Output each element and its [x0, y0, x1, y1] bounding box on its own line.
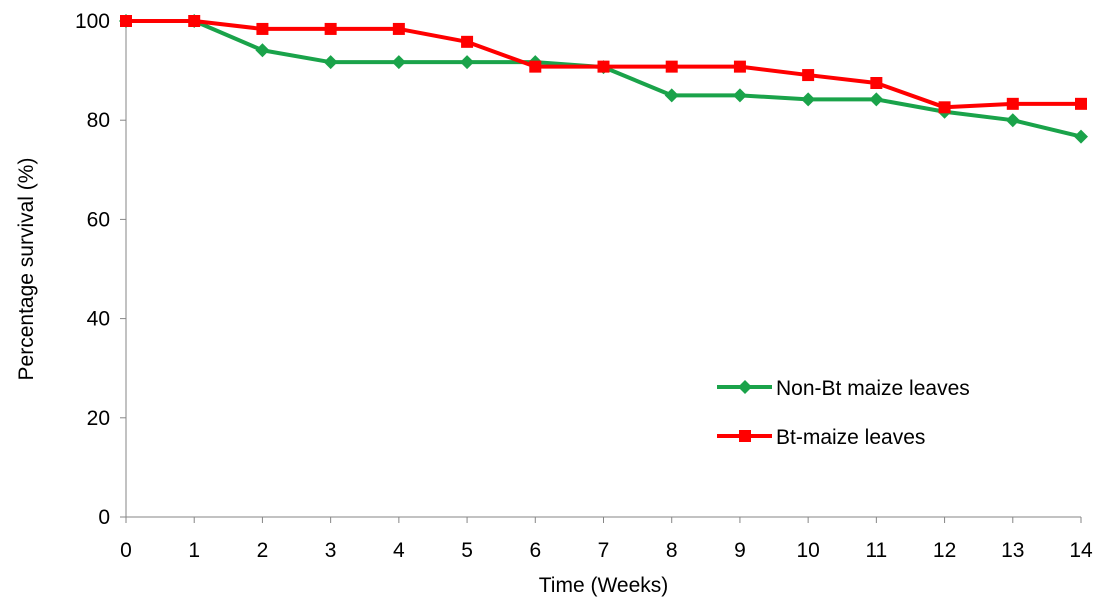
data-point-bt-5 — [461, 35, 474, 48]
x-tick-label-9: 9 — [734, 539, 746, 562]
data-point-bt-10 — [802, 69, 815, 82]
data-point-non-bt-5 — [460, 55, 475, 70]
legend-item-non-bt: Non-Bt maize leaves — [717, 377, 970, 400]
data-point-bt-1 — [188, 15, 201, 27]
legend-marker-bt-square — [739, 430, 751, 442]
data-point-bt-11 — [870, 77, 883, 89]
data-point-bt-4 — [392, 22, 405, 35]
x-tick-label-13: 13 — [1001, 539, 1024, 562]
y-tick-label-20: 20 — [87, 407, 110, 430]
x-axis-title: Time (Weeks) — [539, 574, 669, 597]
data-point-non-bt-3 — [323, 55, 338, 70]
x-tick-label-0: 0 — [120, 539, 132, 562]
data-point-bt-8 — [665, 60, 678, 73]
y-tick-label-60: 60 — [87, 208, 110, 231]
data-point-bt-14 — [1075, 97, 1087, 110]
y-tick-label-100: 100 — [75, 10, 110, 33]
data-point-bt-3 — [324, 22, 337, 35]
x-tick-label-7: 7 — [598, 539, 610, 562]
data-point-non-bt-9 — [732, 88, 747, 103]
legend: Non-Bt maize leaves Bt-maize leaves — [717, 377, 970, 449]
data-point-non-bt-13 — [1005, 113, 1020, 128]
y-tick-label-80: 80 — [87, 109, 110, 132]
y-tick-label-0: 0 — [98, 506, 110, 529]
data-point-bt-12 — [938, 101, 951, 114]
y-tick-label-40: 40 — [87, 308, 110, 331]
x-tick-label-4: 4 — [393, 539, 405, 562]
data-point-bt-7 — [597, 60, 610, 73]
data-point-non-bt-14 — [1074, 129, 1088, 144]
x-axis-ticks: 0 1 2 3 4 5 6 7 8 9 10 11 12 13 14 — [120, 517, 1093, 562]
x-tick-label-1: 1 — [188, 539, 200, 562]
legend-label-bt: Bt-maize leaves — [776, 426, 925, 449]
x-tick-label-14: 14 — [1069, 539, 1093, 562]
data-point-non-bt-10 — [801, 92, 816, 107]
data-point-bt-6 — [529, 60, 542, 73]
series-line-non-bt — [126, 19, 1082, 139]
legend-label-non-bt: Non-Bt maize leaves — [776, 377, 970, 400]
data-point-non-bt-8 — [664, 88, 679, 103]
data-point-bt-2 — [256, 22, 269, 35]
legend-item-bt: Bt-maize leaves — [717, 426, 925, 449]
x-tick-label-5: 5 — [461, 539, 473, 562]
y-axis-ticks: 0 20 40 60 80 100 — [75, 10, 126, 529]
x-tick-label-8: 8 — [666, 539, 678, 562]
x-tick-label-2: 2 — [257, 539, 269, 562]
series-group — [119, 14, 1088, 144]
data-point-non-bt-4 — [391, 55, 406, 70]
data-point-non-bt-11 — [869, 92, 884, 107]
legend-marker-non-bt-diamond — [738, 380, 752, 394]
axes — [125, 21, 1081, 518]
x-tick-label-3: 3 — [325, 539, 337, 562]
x-tick-label-6: 6 — [529, 539, 541, 562]
x-tick-label-10: 10 — [796, 539, 819, 562]
x-tick-label-11: 11 — [865, 539, 887, 562]
data-point-bt-0 — [120, 15, 132, 27]
data-point-non-bt-2 — [255, 43, 270, 58]
x-tick-label-12: 12 — [933, 539, 956, 562]
y-axis-title: Percentage survival (%) — [15, 158, 38, 381]
data-point-bt-13 — [1006, 97, 1019, 110]
data-point-bt-9 — [733, 60, 746, 73]
